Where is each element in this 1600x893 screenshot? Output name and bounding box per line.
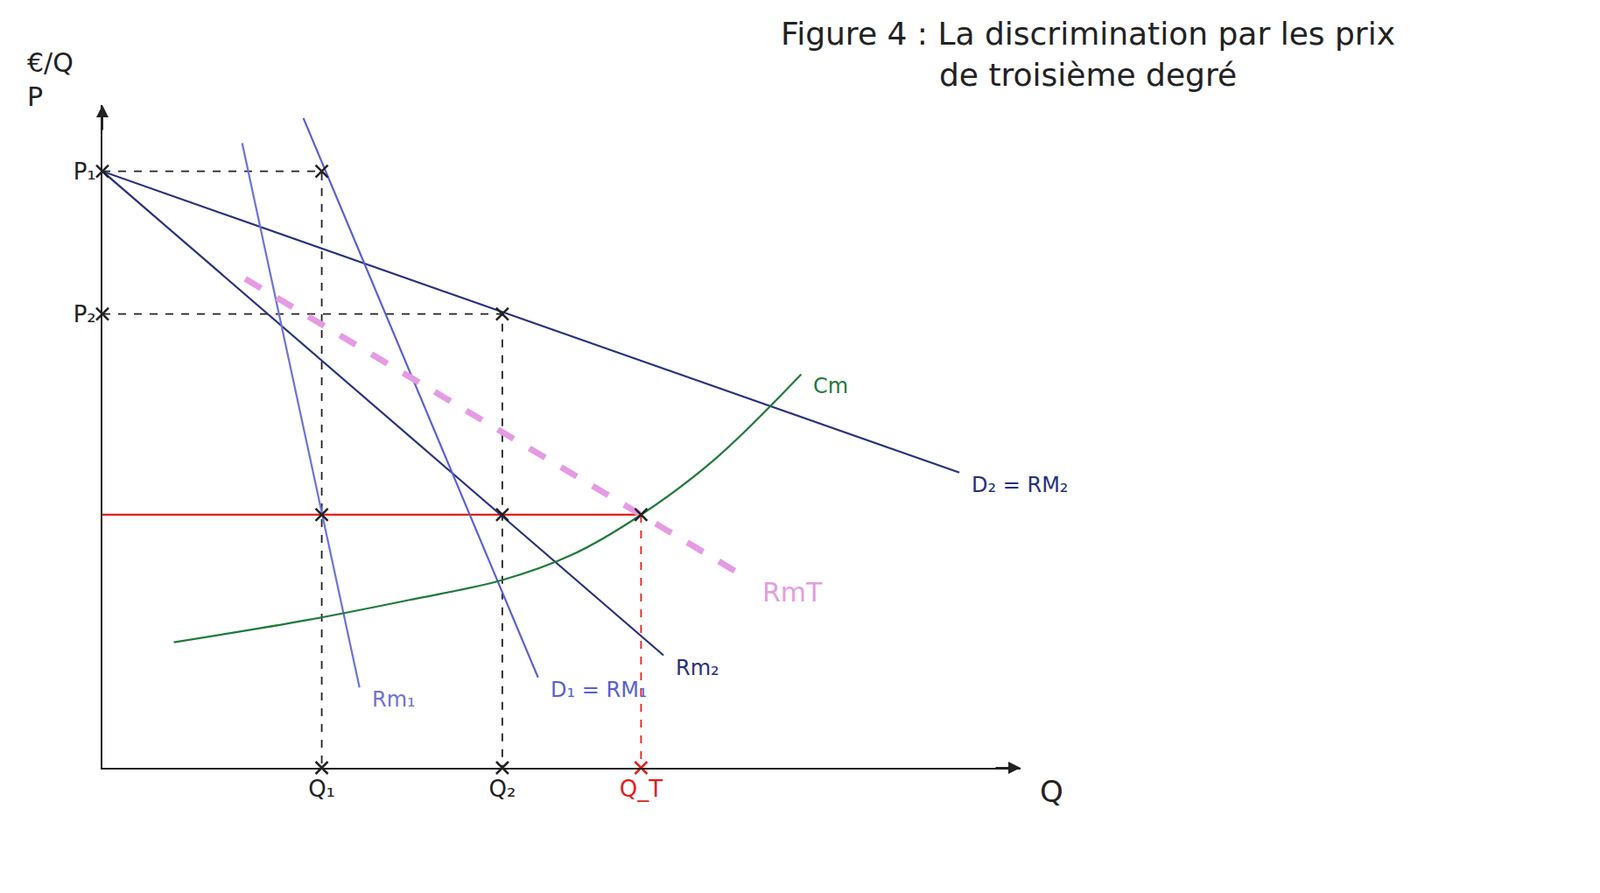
svg-text:Figure 4 : La discrimination p: Figure 4 : La discrimination par les pri… <box>780 15 1396 93</box>
svg-text:RmT: RmT <box>762 576 823 608</box>
svg-text:€/QP: €/QP <box>27 47 74 113</box>
svg-text:Cm: Cm <box>813 373 849 399</box>
svg-text:Q₁: Q₁ <box>308 775 336 802</box>
svg-text:P₂: P₂ <box>73 301 97 328</box>
svg-text:Q_T: Q_T <box>619 775 663 802</box>
svg-text:D₁ = RM₁: D₁ = RM₁ <box>550 677 647 702</box>
svg-text:Rm₂: Rm₂ <box>675 655 720 681</box>
svg-text:P₁: P₁ <box>73 158 97 185</box>
svg-text:Rm₁: Rm₁ <box>371 687 416 712</box>
svg-text:Q₂: Q₂ <box>488 775 516 802</box>
svg-text:Q: Q <box>1039 773 1064 809</box>
svg-text:D₂ = RM₂: D₂ = RM₂ <box>971 472 1068 498</box>
